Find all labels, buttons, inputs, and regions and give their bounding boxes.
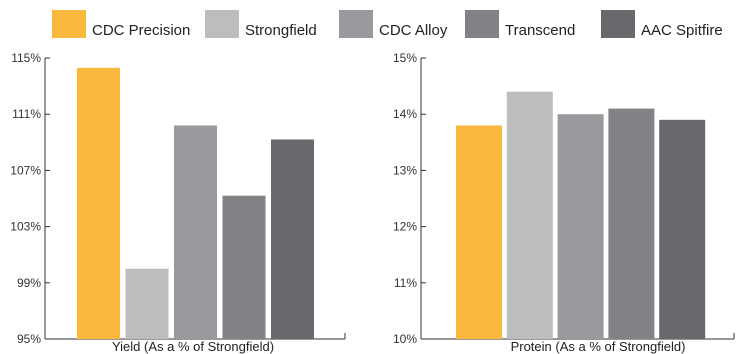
bar <box>608 108 655 339</box>
legend-label: AAC Spitfire <box>641 22 723 39</box>
legend-label: CDC Alloy <box>379 22 448 39</box>
legend-label: Transcend <box>505 22 576 39</box>
y-tick-label: 11% <box>394 276 417 290</box>
y-tick-label: 15% <box>393 51 417 65</box>
legend-swatch <box>601 10 635 38</box>
legend-label: Strongfield <box>245 22 317 39</box>
bar <box>557 114 604 339</box>
bar <box>77 67 120 340</box>
y-tick-label: 10% <box>393 332 417 346</box>
bar <box>174 125 217 339</box>
x-axis-label: Yield (As a % of Strongfield) <box>112 339 274 354</box>
x-axis-label: Protein (As a % of Strongfield) <box>511 339 686 354</box>
legend-swatch <box>465 10 499 38</box>
bar <box>659 119 706 339</box>
bar <box>506 91 553 339</box>
y-tick-label: 14% <box>393 107 417 121</box>
y-tick-label: 107% <box>10 163 41 177</box>
bar <box>271 139 314 339</box>
yield-chart: 95% 99% 103% 107% 111% 115% Yield (As a % of S… <box>10 51 346 354</box>
y-tick-label: 115% <box>11 51 41 65</box>
legend-swatch <box>205 10 239 38</box>
bar <box>222 195 266 339</box>
legend: CDC Precision Strongfield CDC Alloy Transce… <box>0 0 739 46</box>
protein-chart: 10% 11% 12% 13% 14% 15% Protein (As a % of Str… <box>393 51 735 354</box>
legend-swatch <box>52 10 86 38</box>
bar <box>125 268 169 339</box>
legend-label: CDC Precision <box>92 22 191 39</box>
y-tick-label: 111% <box>12 107 41 121</box>
y-tick-label: 13% <box>393 163 417 177</box>
y-tick-label: 99% <box>17 276 41 290</box>
legend-swatch <box>339 10 373 38</box>
y-tick-label: 95% <box>17 332 41 346</box>
bar <box>456 125 502 339</box>
y-tick-label: 103% <box>10 220 41 234</box>
y-tick-label: 12% <box>393 220 417 234</box>
